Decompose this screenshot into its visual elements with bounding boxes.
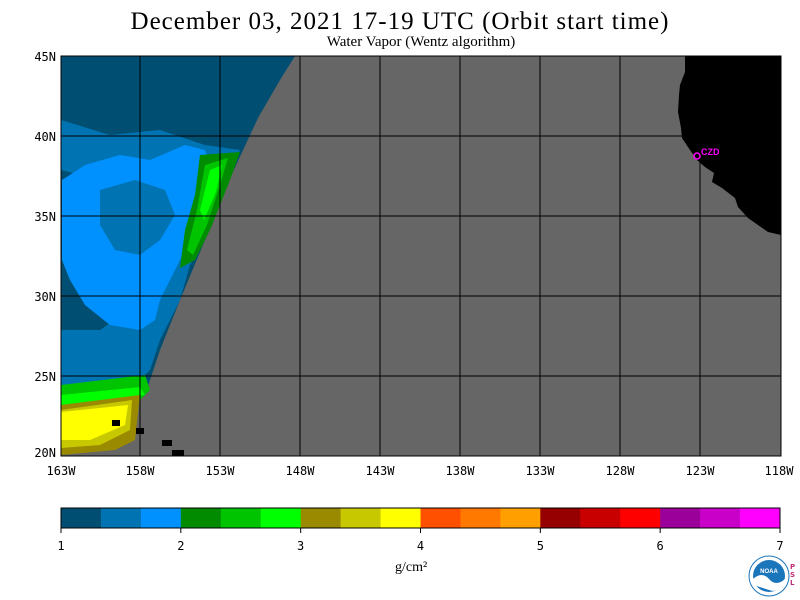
noaa-logo: NOAA	[748, 555, 790, 597]
lon-label: 158W	[126, 464, 156, 478]
lon-label: 163W	[47, 464, 77, 478]
svg-text:NOAA: NOAA	[760, 569, 778, 575]
colorbar-swatch	[700, 508, 741, 528]
lon-label: 153W	[206, 464, 236, 478]
colorbar-swatch	[420, 508, 461, 528]
colorbar-swatch	[460, 508, 501, 528]
lon-label: 123W	[686, 464, 716, 478]
colorbar-tick-label: 3	[297, 539, 304, 553]
lon-label: 148W	[286, 464, 316, 478]
colorbar-swatch	[740, 508, 781, 528]
colorbar-swatch	[540, 508, 581, 528]
lon-label: 118W	[765, 464, 795, 478]
vapor-band-brightgreen	[200, 165, 222, 220]
vapor-inner-medium	[100, 180, 175, 255]
colorbar-tick-label: 5	[537, 539, 544, 553]
map-border	[60, 55, 782, 457]
colorbar-tick-label: 1	[57, 539, 64, 553]
colorbar-tick-label: 7	[776, 539, 783, 553]
colorbar-units: g/cm²	[395, 560, 428, 575]
station-marker	[693, 152, 701, 160]
lat-label: 45N	[34, 50, 56, 64]
colorbar	[60, 507, 781, 529]
colorbar-swatch	[100, 508, 142, 528]
lon-label: 143W	[366, 464, 396, 478]
lon-label: 133W	[526, 464, 556, 478]
lat-label: 30N	[34, 290, 56, 304]
station-label: CZD	[701, 147, 720, 157]
colorbar-swatch	[180, 508, 222, 528]
colorbar-swatch	[260, 508, 302, 528]
colorbar-swatch	[580, 508, 621, 528]
lat-label: 25N	[34, 370, 56, 384]
colorbar-ticks: 1 2 3 4 5 6 7	[57, 528, 784, 553]
colorbar-swatch	[500, 508, 541, 528]
colorbar-swatch	[61, 508, 102, 528]
island-kauai	[112, 420, 120, 426]
vapor-band-south-bright	[61, 387, 145, 405]
island-maui	[162, 440, 172, 446]
colorbar-swatch	[220, 508, 262, 528]
land-north-america	[678, 56, 781, 235]
colorbar-tick-label: 2	[177, 539, 184, 553]
latitude-labels: 45N 40N 35N 30N 25N 20N	[34, 50, 56, 460]
lat-label: 40N	[34, 130, 56, 144]
island-hawaii	[172, 450, 184, 456]
chart-subtitle: Water Vapor (Wentz algorithm)	[326, 34, 516, 50]
colorbar-swatch	[620, 508, 661, 528]
longitude-labels: 163W 158W 153W 148W 143W 138W 133W 128W 123W 118W	[47, 464, 795, 478]
colorbar-swatch	[340, 508, 382, 528]
colorbar-swatch	[380, 508, 421, 528]
lat-label: 35N	[34, 210, 56, 224]
colorbar-swatch	[300, 508, 342, 528]
lat-label: 20N	[34, 446, 56, 460]
colorbar-swatch	[140, 508, 182, 528]
colorbar-tick-label: 6	[657, 539, 664, 553]
chart-title: December 03, 2021 17-19 UTC (Orbit start…	[130, 8, 670, 35]
colorbar-tick-label: 4	[417, 539, 424, 553]
lon-label: 138W	[446, 464, 476, 478]
lon-label: 128W	[606, 464, 636, 478]
map-panel: CZD	[60, 55, 782, 457]
grid-lines	[61, 56, 781, 456]
colorbar-swatch	[660, 508, 701, 528]
vapor-region-yellow	[61, 405, 128, 440]
